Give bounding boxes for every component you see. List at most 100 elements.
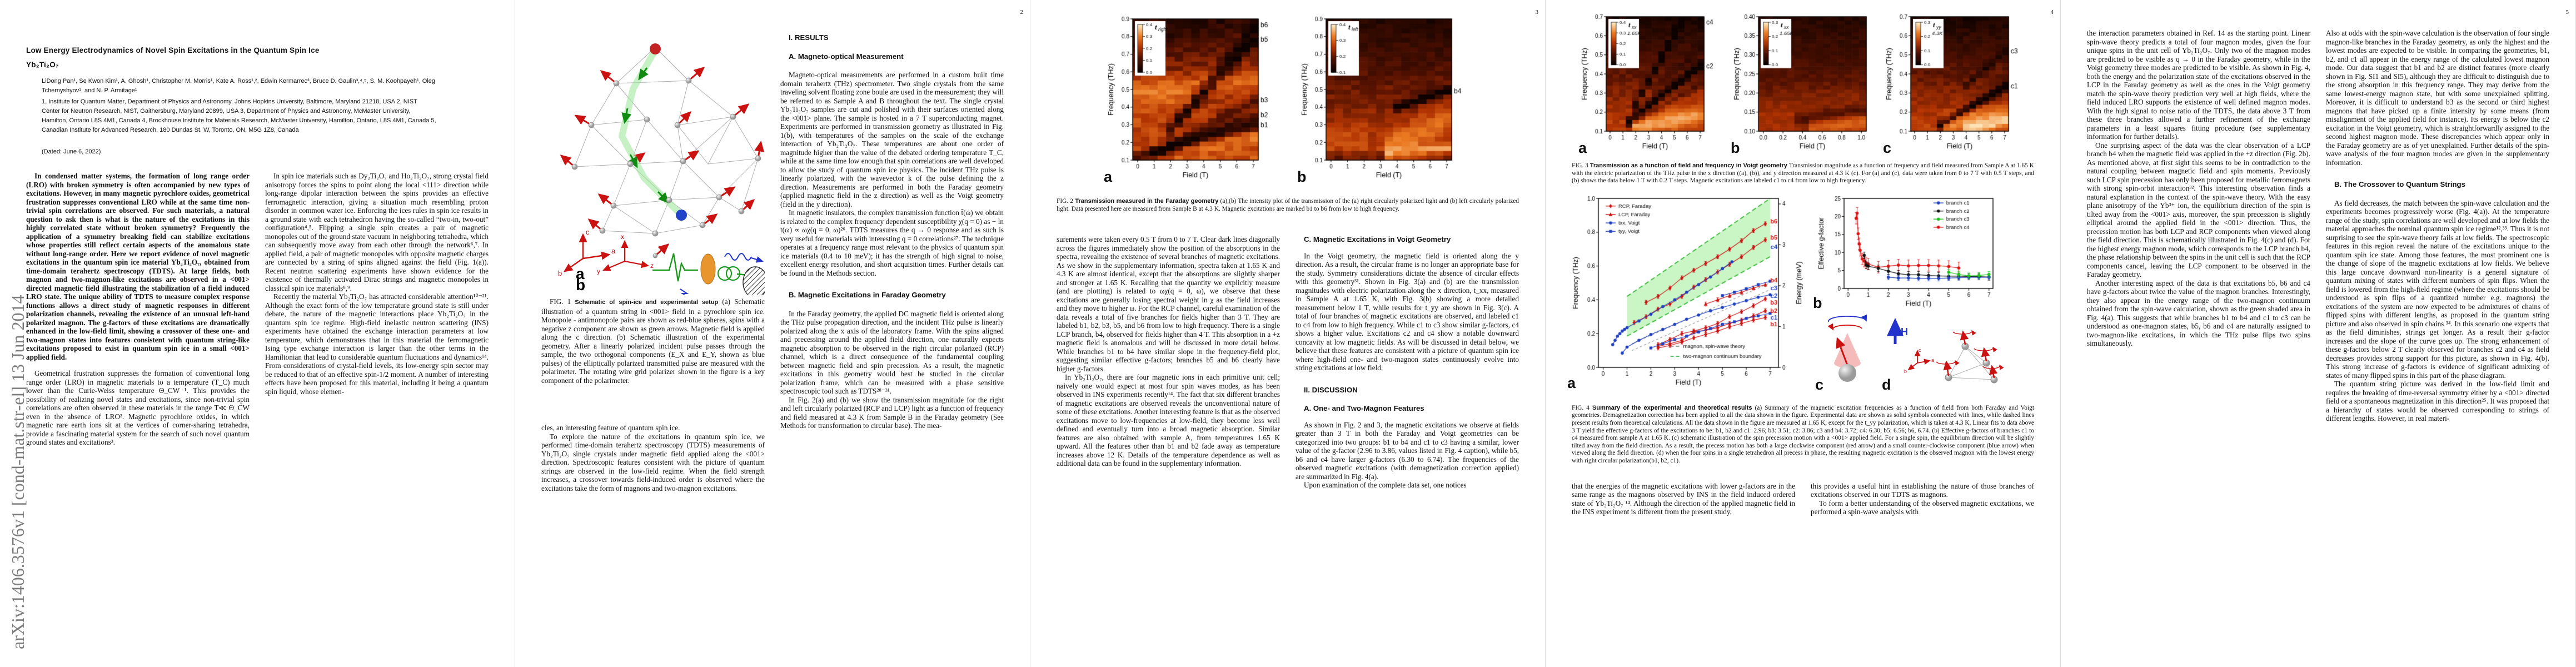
fig4c-precession-schematic — [1827, 314, 1867, 382]
fig1-panel-b-letter: b — [576, 276, 585, 293]
section-results: I. RESULTS — [789, 33, 829, 42]
body-paragraph: surements were taken every 0.5 T from 0 … — [1057, 235, 1280, 373]
body-paragraph: As field decreases, the match between th… — [2326, 198, 2549, 380]
body-paragraph: To explore the nature of the excitations… — [541, 432, 765, 492]
fig2b-lcp-heatmap — [1301, 14, 1468, 181]
page-3: 3 a b FIG. 2 Transmission measured in th… — [1030, 0, 1546, 667]
transmitted-pulse-ey — [680, 288, 694, 303]
section-discussion: II. DISCUSSION — [1304, 385, 1358, 394]
axis-y-label: y — [597, 267, 600, 275]
section-one-two-magnon: A. One- and Two-Magnon Features — [1304, 404, 1424, 413]
fig3-panel-a-letter: a — [1578, 140, 1587, 156]
coil-ring — [717, 266, 733, 281]
affiliations: 1, Institute for Quantum Matter, Departm… — [42, 98, 436, 133]
body-paragraph: cles, an interesting feature of quantum … — [541, 424, 680, 432]
body-paragraph: One surprising aspect of the data was th… — [2087, 141, 2310, 279]
body-paragraph: In the Voigt geometry, the magnetic fiel… — [1296, 251, 1519, 372]
body-paragraph: Also at odds with the spin-wave calculat… — [2326, 29, 2549, 167]
ccw-component-arrow — [1827, 314, 1867, 322]
fig2-panel-a-letter: a — [1104, 168, 1113, 185]
transmitted-pulse-ex — [724, 253, 752, 261]
fig2-caption: FIG. 2 Transmission measured in the Fara… — [1057, 198, 1519, 212]
body-paragraph: As shown in Fig. 2 and 3, the magnetic e… — [1296, 420, 1519, 481]
fig4-panel-b-letter: b — [1813, 294, 1822, 311]
body-paragraph: Another interesting aspect of the data i… — [2087, 278, 2310, 348]
body-paragraph: that the energies of the magnetic excita… — [1572, 481, 1795, 516]
axis-a-label: a — [611, 247, 616, 255]
page-number: 3 — [1535, 9, 1539, 16]
crystal-axes — [563, 233, 611, 272]
intro-paragraph: Geometrical frustration suppresses the f… — [26, 369, 250, 446]
tetrahedron-sites — [1945, 342, 1998, 384]
field-label: H — [1901, 326, 1908, 337]
figure-4: a b — [1546, 192, 2060, 393]
intro-paragraph: Recently the material Yb₂Ti₂O₇ has attra… — [265, 292, 489, 396]
ex-arrow — [751, 256, 764, 263]
coil-ring — [725, 266, 741, 281]
fig4b-gfactor-chart — [1817, 192, 2001, 310]
fig4-panel-a-letter: a — [1567, 374, 1576, 391]
figure-3: a b c — [1546, 0, 2060, 156]
spin-arrows — [560, 67, 765, 257]
fig4-caption: FIG. 4 Summary of the experimental and t… — [1572, 404, 2034, 464]
arxiv-banner: arXiv:1406.3576v1 [cond-mat.str-el] 13 J… — [8, 295, 28, 649]
page-number: 2 — [1020, 9, 1024, 16]
fig1-caption: FIG. 1 Schematic of spin-ice and experim… — [541, 297, 765, 385]
fig1-experimental-setup: x y z — [576, 233, 769, 310]
body-paragraph: To form a better understanding of the ob… — [1811, 499, 2034, 516]
intro-paragraph: In spin ice materials such as Dy₂Ti₂O₇ a… — [265, 172, 489, 292]
cw-component-arrow — [1827, 323, 1862, 331]
fig4-panel-d-letter: d — [1882, 376, 1891, 393]
fig3b-txx-lowfield-heatmap — [1733, 12, 1873, 152]
body-paragraph: The quantum string picture was derived i… — [2326, 380, 2549, 422]
page-number: 4 — [2050, 9, 2054, 16]
precession-cone — [1834, 332, 1861, 368]
monopole-sphere — [650, 43, 661, 54]
section-magneto-optical: A. Magneto-optical Measurement — [789, 52, 904, 61]
date-line: (Dated: June 6, 2022) — [42, 148, 101, 155]
fig3-panel-c-letter: c — [1883, 140, 1892, 156]
body-paragraph: In Yb₂Ti₂O₇, there are four magnetic ion… — [1057, 373, 1280, 468]
lattice-sites — [571, 77, 761, 258]
figure-1: c a b a x — [541, 28, 769, 310]
antimonopole-sphere — [676, 210, 687, 221]
figure-2: a b — [1030, 0, 1545, 185]
fig1-spin-ice-schematic: c a b a x — [558, 43, 769, 310]
fig1-panel-a-letter: a — [576, 265, 585, 282]
body-paragraph: In Fig. 2(a) and (b) we show the transmi… — [780, 395, 1004, 430]
axis-c-label: c — [586, 228, 590, 236]
abstract-text: In condensed matter systems, the formati… — [26, 172, 250, 361]
mini-axes — [1907, 349, 1931, 370]
body-paragraph: In magnetic insulators, the complex tran… — [780, 208, 1004, 277]
fig4d-tetrahedron-schematic: H c a b — [1887, 317, 2004, 384]
body-paragraph: Upon examination of the complete data se… — [1304, 481, 1467, 490]
page-number: 5 — [2565, 9, 2569, 16]
tetrahedra-edges — [574, 47, 759, 234]
ion-sphere — [1838, 364, 1856, 382]
axis-b-label: b — [1904, 369, 1907, 374]
quantum-string — [619, 48, 683, 217]
axis-z-label: z — [650, 262, 654, 270]
page-2: 2 — [515, 0, 1030, 667]
precession-ellipses — [1936, 330, 2004, 370]
fig4a-summary-chart — [1572, 192, 1805, 389]
body-paragraph: the interaction parameters obtained in R… — [2087, 29, 2310, 141]
section-voigt: C. Magnetic Excitations in Voigt Geometr… — [1304, 235, 1451, 244]
page-5: 5 the interaction parameters obtained in… — [2061, 0, 2576, 667]
axis-a-label: a — [1931, 357, 1934, 363]
fig2a-rcp-heatmap — [1107, 14, 1275, 181]
wire-grid-polarizer — [743, 266, 768, 298]
page-1: arXiv:1406.3576v1 [cond-mat.str-el] 13 J… — [0, 0, 515, 667]
section-crossover: B. The Crossover to Quantum Strings — [2334, 180, 2465, 188]
body-paragraph: In the Faraday geometry, the applied DC … — [780, 309, 1004, 396]
fig3a-txx-heatmap — [1581, 12, 1721, 152]
paper-title: Low Energy Electrodynamics of Novel Spin… — [26, 46, 320, 69]
fig3-panel-b-letter: b — [1731, 140, 1740, 156]
fig3c-tyy-heatmap — [1885, 12, 2025, 152]
body-paragraph: this provides a useful hint in establish… — [1811, 481, 2034, 499]
fig2-panel-b-letter: b — [1297, 168, 1307, 185]
spin-arrow — [1836, 336, 1848, 366]
body-paragraph: Magneto-optical measurements are perform… — [780, 71, 1004, 208]
fig3-caption: FIG. 3 Transmission as a function of fie… — [1572, 162, 2034, 185]
